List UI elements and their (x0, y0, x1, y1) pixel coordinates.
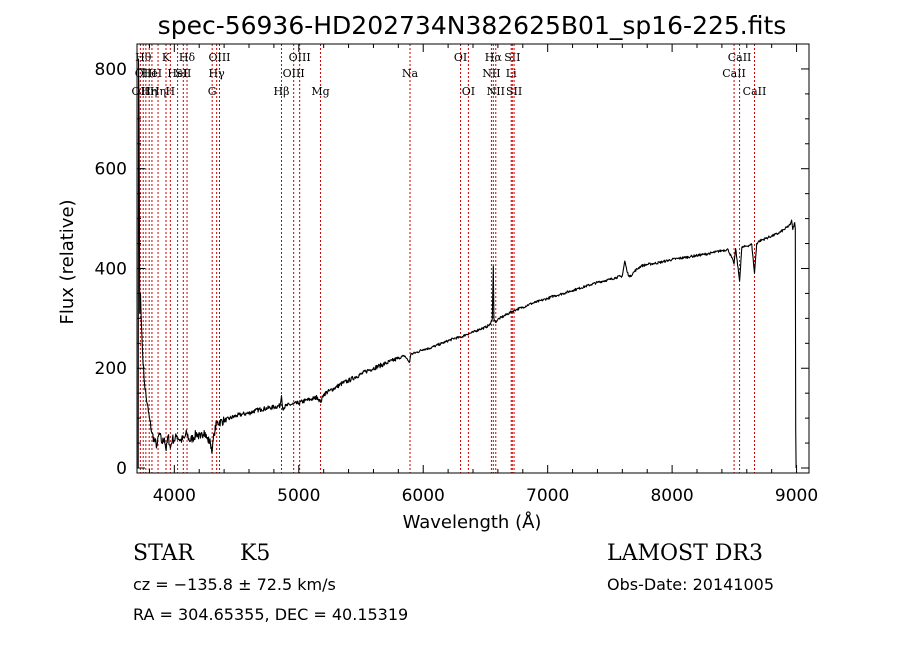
line-marker-label: OIII (208, 51, 230, 64)
line-marker-label: OI (462, 85, 475, 98)
object-subclass: K5 (240, 541, 270, 566)
spectrum-line (137, 58, 797, 469)
coordinates: RA = 304.65355, DEC = 40.15319 (133, 605, 408, 624)
x-tick-label: 8000 (650, 486, 693, 506)
line-marker-label: OIII (135, 67, 157, 80)
x-tick-label: 4000 (153, 486, 196, 506)
line-marker-label: NII (482, 67, 500, 80)
y-tick-label: 600 (95, 160, 127, 180)
y-tick-label: 800 (95, 60, 127, 80)
x-tick-label: 9000 (775, 486, 818, 506)
line-marker-label: OII (132, 85, 150, 98)
obs-date: Obs-Date: 20141005 (607, 575, 774, 594)
survey-name: LAMOST DR3 (607, 541, 763, 566)
line-marker-label: SII (504, 51, 520, 64)
line-marker-label: H (166, 85, 176, 98)
line-marker-label: Hβ (274, 85, 290, 98)
line-marker-label: Li (506, 67, 517, 80)
chart-title: spec-56936-HD202734N382625B01_sp16-225.f… (158, 11, 787, 40)
line-marker-label: Hγ (209, 67, 226, 80)
line-marker-label: NII (487, 85, 505, 98)
y-tick-label: 200 (95, 359, 127, 379)
spectral-line-markers: OIIHθOIIIHηHeIHηKHHeISIIHδGHγOIIIHβOIIIO… (132, 44, 767, 473)
line-marker-label: CaII (728, 51, 752, 64)
line-marker-label: Hθ (135, 51, 152, 64)
plot-frame (136, 43, 810, 474)
line-marker-label: Na (402, 67, 419, 80)
redshift-value: cz = −135.8 ± 72.5 km/s (133, 575, 336, 594)
line-marker-label: Hη (150, 85, 166, 98)
line-marker-label: OI (454, 51, 467, 64)
line-marker-label: HeI (142, 67, 162, 80)
x-tick-label: 7000 (526, 486, 569, 506)
line-marker-label: OIII (289, 51, 311, 64)
line-marker-label: Hδ (179, 51, 196, 64)
line-marker-label: CaII (722, 67, 746, 80)
line-marker-label: HeI (167, 67, 187, 80)
line-marker-label: OIII (283, 67, 305, 80)
line-marker-label: K (162, 51, 171, 64)
y-axis-ticks: 0 200 400 600 800 (95, 60, 809, 479)
y-tick-label: 400 (95, 259, 127, 279)
line-marker-label: CaII (743, 85, 767, 98)
x-axis-label: Wavelength (Å) (403, 511, 542, 533)
y-tick-label: 0 (116, 459, 127, 479)
x-axis-ticks: 4000 5000 6000 7000 8000 9000 (148, 44, 818, 506)
line-marker-label: Mg (311, 85, 329, 98)
line-marker-label: SII (175, 67, 191, 80)
line-marker-label: G (208, 85, 217, 98)
x-tick-label: 6000 (402, 486, 445, 506)
line-marker-label: SII (506, 85, 522, 98)
line-marker-label: Hη (141, 85, 157, 98)
object-class: STAR (133, 541, 195, 566)
y-axis-label: Flux (relative) (57, 199, 78, 324)
line-marker-label: Hα (485, 51, 503, 64)
x-tick-label: 5000 (277, 486, 320, 506)
